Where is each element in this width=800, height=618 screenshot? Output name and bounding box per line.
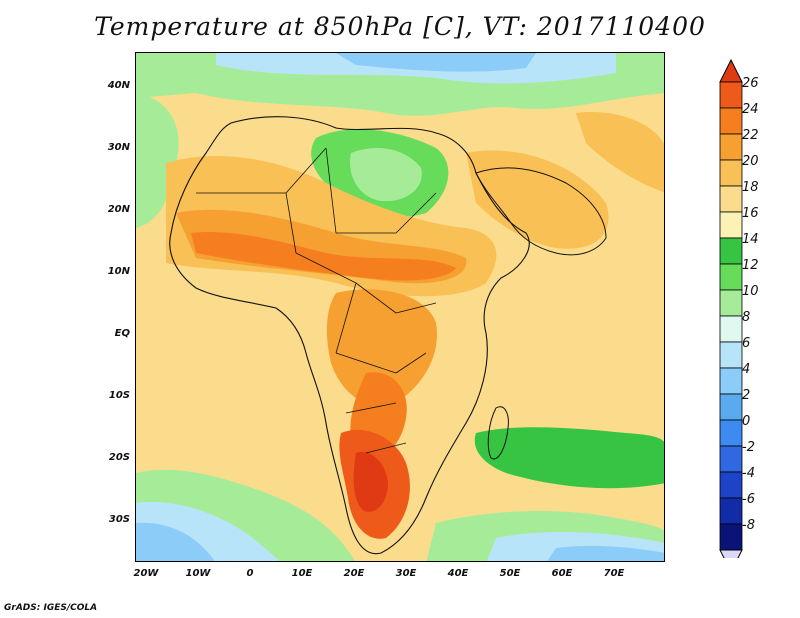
colorbar-label: 14 [742,232,759,247]
colorbar-label: 26 [742,76,759,91]
colorbar-segment [719,523,743,551]
lon-tick-label: 20W [133,568,159,579]
lon-tick-label: 10E [291,568,313,579]
lat-tick-label: 20S [108,452,130,463]
lat-tick-label: 20N [107,204,130,215]
colorbar [719,58,743,558]
lon-tick-label: 30E [395,568,417,579]
temperature-map [135,52,665,562]
colorbar-segment [719,497,743,525]
colorbar-segment [719,471,743,499]
colorbar-label: 18 [742,180,759,195]
colorbar-label: -8 [742,518,755,533]
colorbar-label: 0 [742,414,751,429]
colorbar-segment [719,315,743,343]
colorbar-label: -2 [742,440,755,455]
colorbar-label: 22 [742,128,759,143]
lon-tick-label: 60E [551,568,573,579]
colorbar-segment [719,81,743,109]
colorbar-label: 12 [742,258,759,273]
lat-tick-label: 10S [108,390,130,401]
lat-tick-label: 30N [107,142,130,153]
lon-tick-label: 10W [185,568,211,579]
lat-tick-label: 10N [107,266,130,277]
colorbar-label: 8 [742,310,751,325]
colorbar-label: 20 [742,154,759,169]
lat-tick-label: EQ [114,328,130,339]
colorbar-label: 4 [742,362,751,377]
colorbar-label: -4 [742,466,755,481]
colorbar-top-arrow [719,58,743,83]
colorbar-label: 24 [742,102,759,117]
colorbar-segment [719,367,743,395]
colorbar-segment [719,289,743,317]
colorbar-label: 6 [742,336,751,351]
colorbar-segment [719,419,743,447]
credit-text: GrADS: IGES/COLA [4,603,98,613]
colorbar-label: 10 [742,284,759,299]
colorbar-segment [719,263,743,291]
colorbar-segment [719,159,743,187]
lon-tick-label: 0 [246,568,254,579]
lon-tick-label: 50E [499,568,521,579]
colorbar-segment [719,185,743,213]
colorbar-segment [719,393,743,421]
colorbar-segment [719,445,743,473]
colorbar-segment [719,107,743,135]
chart-title: Temperature at 850hPa [C], VT: 201711040… [94,12,706,41]
colorbar-segment [719,211,743,239]
colorbar-label: 16 [742,206,759,221]
temperature-map-canvas [136,53,664,561]
colorbar-segment [719,237,743,265]
lon-tick-label: 20E [343,568,365,579]
colorbar-label: 2 [742,388,751,403]
colorbar-bottom-arrow [719,549,743,558]
colorbar-segment [719,133,743,161]
lon-tick-label: 40E [447,568,469,579]
lon-tick-label: 70E [603,568,625,579]
lat-tick-label: 30S [108,514,130,525]
lat-tick-label: 40N [107,80,130,91]
colorbar-label: -6 [742,492,755,507]
colorbar-segment [719,341,743,369]
